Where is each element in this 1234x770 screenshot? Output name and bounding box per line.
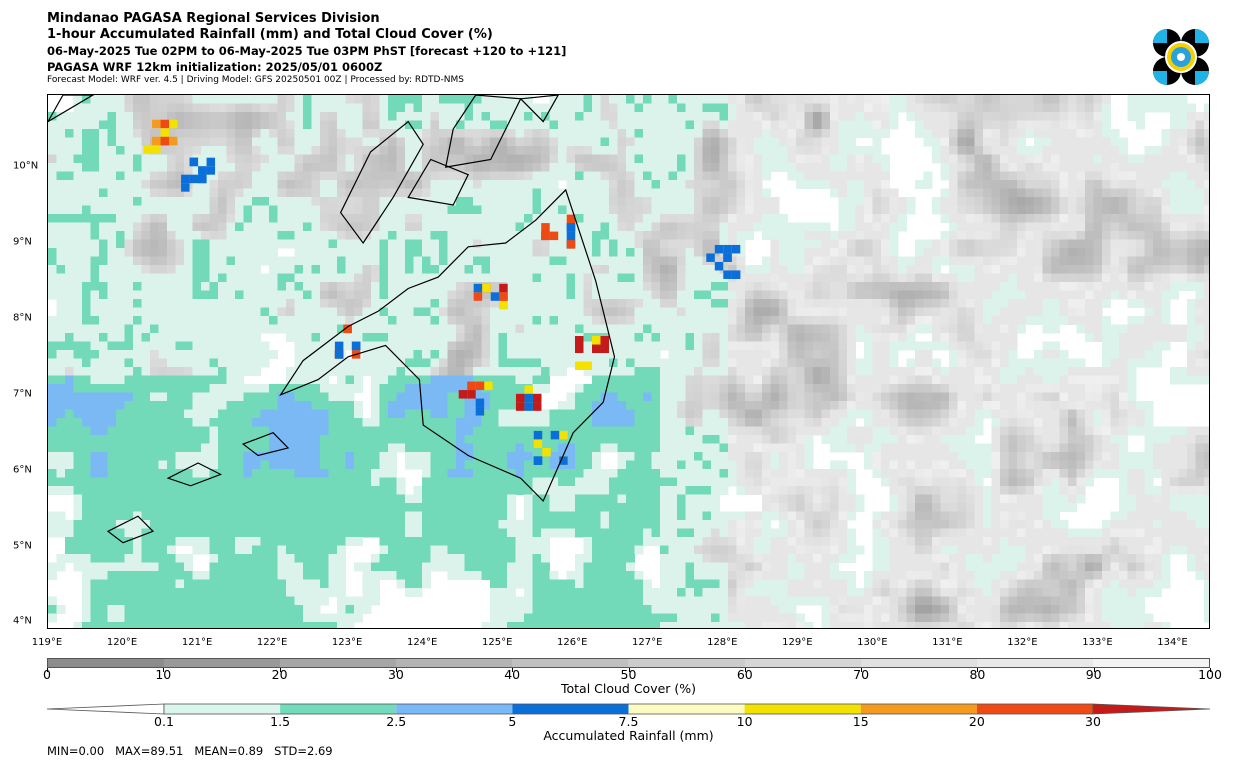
cloud-color-swatch — [164, 659, 281, 667]
cloud-tick-mark — [47, 668, 48, 672]
lat-label: 9°N — [13, 236, 32, 248]
pagasa-logo-icon — [1150, 27, 1212, 87]
lat-label: 7°N — [13, 388, 32, 400]
lon-label: 128°E — [707, 637, 738, 648]
lon-label: 122°E — [256, 637, 288, 648]
rain-extend-max — [1092, 703, 1210, 715]
lon-label: 132°E — [1007, 637, 1038, 648]
cloud-tick-label: 100 — [1198, 667, 1222, 682]
lon-label: 127°E — [632, 637, 663, 648]
cloud-tick-label: 70 — [853, 667, 870, 682]
island-outlines — [48, 95, 616, 544]
cloud-tick-mark — [163, 668, 165, 672]
lon-label: 134°E — [1157, 637, 1188, 648]
lon-label: 133°E — [1082, 637, 1113, 648]
cloud-color-swatch — [1092, 659, 1209, 667]
rain-extend-min — [47, 703, 165, 715]
map-raster — [48, 95, 1209, 628]
rain-color-swatch — [396, 704, 513, 714]
rain-tick-label: 7.5 — [618, 714, 639, 729]
lat-label: 8°N — [13, 312, 32, 324]
rain-color-swatch — [280, 704, 397, 714]
cloud-tick-mark — [628, 668, 630, 672]
lon-label: 120°E — [106, 637, 138, 648]
rain-tick-label: 10 — [736, 714, 753, 729]
cloud-tick-mark — [279, 668, 281, 672]
title-line-1: Mindanao PAGASA Regional Services Divisi… — [47, 11, 380, 26]
cloud-tick-label: 10 — [155, 667, 172, 682]
cloud-tick-label: 60 — [736, 667, 753, 682]
title-line-2: 1-hour Accumulated Rainfall (mm) and Tot… — [47, 27, 493, 42]
cloud-color-swatch — [512, 659, 629, 667]
rain-tick-label: 15 — [852, 714, 869, 729]
rainfall-colorbar — [47, 703, 1210, 715]
rain-tick-label: 1.5 — [270, 714, 291, 729]
cloud-tick-label: 50 — [620, 667, 637, 682]
cloud-tick-mark — [1210, 668, 1211, 672]
lat-label: 5°N — [13, 540, 32, 552]
lat-label: 4°N — [13, 615, 32, 627]
rain-color-swatch — [744, 704, 861, 714]
rain-color-swatch — [164, 704, 281, 714]
cloud-tick-mark — [512, 668, 514, 672]
cloud-color-swatch — [48, 659, 165, 667]
lon-label: 126°E — [557, 637, 588, 648]
cloud-color-swatch — [976, 659, 1093, 667]
lon-label: 124°E — [406, 637, 438, 648]
lon-label: 121°E — [181, 637, 213, 648]
cloud-color-swatch — [860, 659, 977, 667]
lon-label: 119°E — [31, 637, 63, 648]
initialization-info: PAGASA WRF 12km initialization: 2025/05/… — [47, 60, 383, 74]
cloud-tick-mark — [1093, 668, 1095, 672]
lon-label: 123°E — [331, 637, 363, 648]
valid-time: 06-May-2025 Tue 02PM to 06-May-2025 Tue … — [47, 44, 567, 58]
cloud-color-swatch — [280, 659, 397, 667]
rain-colorbar-frame — [163, 703, 1094, 715]
cloud-color-swatch — [628, 659, 745, 667]
cloud-tick-mark — [744, 668, 746, 672]
cloud-cover-colorbar — [47, 658, 1210, 668]
model-info: Forecast Model: WRF ver. 4.5 | Driving M… — [47, 75, 464, 85]
lon-label: 125°E — [481, 637, 513, 648]
cloud-tick-label: 40 — [504, 667, 521, 682]
cloud-tick-label: 0 — [43, 667, 51, 682]
rain-color-swatch — [628, 704, 745, 714]
cloud-tick-mark — [977, 668, 979, 672]
rainfall-cloud-map — [47, 94, 1210, 629]
cloud-tick-mark — [395, 668, 397, 672]
rain-cores — [143, 119, 741, 465]
rain-tick-label: 2.5 — [386, 714, 407, 729]
rain-tick-label: 0.1 — [154, 714, 174, 729]
rain-tick-label: 30 — [1085, 714, 1101, 729]
rain-tick-label: 5 — [508, 714, 517, 729]
lon-label: 130°E — [857, 637, 888, 648]
rain-color-swatch — [976, 704, 1093, 714]
cloud-tick-label: 80 — [969, 667, 986, 682]
statistics: MIN=0.00 MAX=89.51 MEAN=0.89 STD=2.69 — [47, 744, 333, 758]
lon-label: 129°E — [782, 637, 813, 648]
cloud-color-swatch — [744, 659, 861, 667]
rain-color-swatch — [860, 704, 977, 714]
cloud-tick-label: 90 — [1085, 667, 1102, 682]
lon-label: 131°E — [932, 637, 963, 648]
rain-color-swatch — [512, 704, 629, 714]
cloud-tick-label: 30 — [387, 667, 404, 682]
rainfall-label: Accumulated Rainfall (mm) — [543, 728, 714, 743]
cloud-tick-label: 20 — [271, 667, 288, 682]
rain-tick-label: 20 — [968, 714, 985, 729]
lat-label: 6°N — [13, 464, 32, 476]
cloud-cover-label: Total Cloud Cover (%) — [560, 681, 697, 696]
cloud-tick-mark — [861, 668, 863, 672]
cloud-color-swatch — [396, 659, 513, 667]
lat-label: 10°N — [13, 160, 39, 172]
